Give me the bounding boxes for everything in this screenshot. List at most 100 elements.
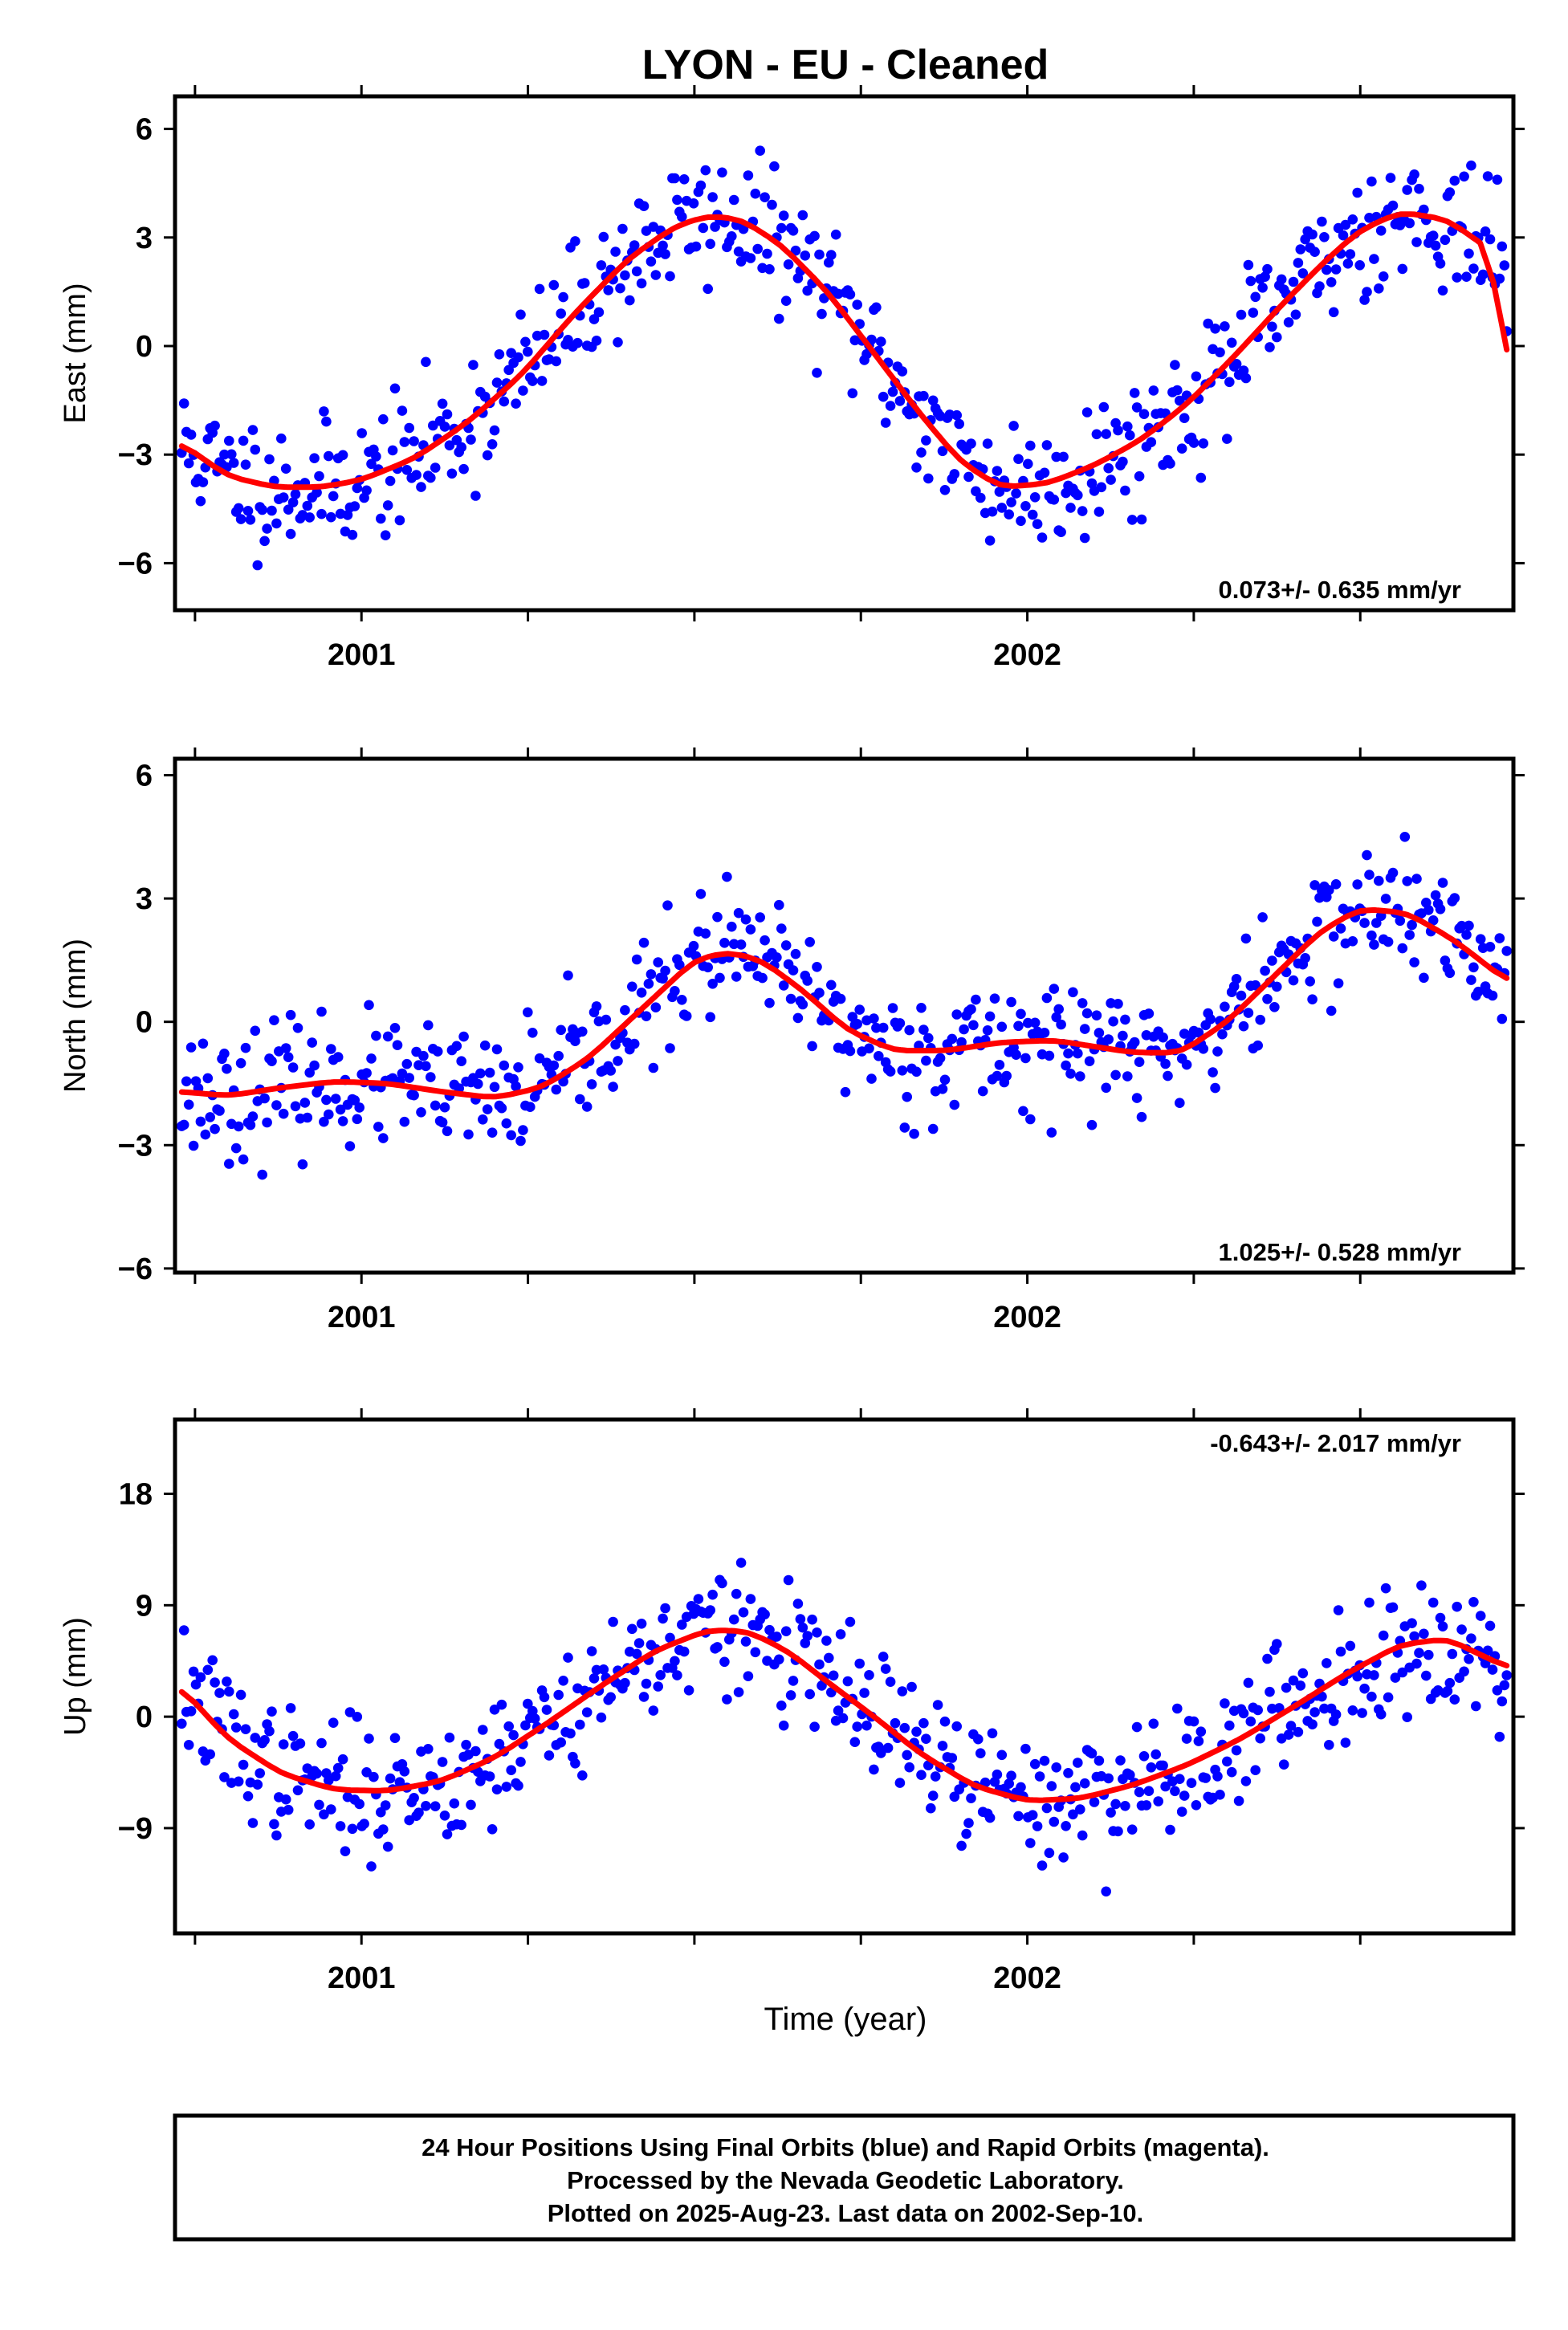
data-point (1487, 990, 1498, 1001)
data-point (1468, 1597, 1479, 1607)
data-layer (177, 145, 1512, 571)
data-point (1437, 878, 1448, 888)
model-curve (178, 211, 1510, 491)
data-point (1347, 936, 1358, 947)
data-point (937, 1741, 948, 1751)
data-point (1260, 271, 1270, 283)
data-point (745, 1594, 756, 1604)
data-point (1375, 226, 1387, 236)
data-point (423, 1744, 434, 1754)
data-point (646, 256, 657, 267)
data-point (1492, 174, 1503, 185)
data-point (319, 1809, 329, 1820)
data-point (1179, 1790, 1190, 1801)
data-point (1172, 1703, 1183, 1714)
data-point (418, 1050, 429, 1061)
data-point (240, 1042, 251, 1053)
data-point (693, 1594, 704, 1604)
data-point (1176, 443, 1187, 454)
data-point (1340, 219, 1351, 230)
data-point (703, 283, 713, 295)
data-point (185, 1042, 197, 1053)
data-point (1138, 409, 1150, 419)
data-point (899, 1122, 910, 1133)
data-point (790, 245, 801, 256)
data-point (392, 1040, 403, 1050)
data-point (1444, 187, 1456, 198)
data-point (1435, 1612, 1446, 1623)
data-point (1440, 955, 1451, 966)
data-point (1501, 1670, 1512, 1680)
data-point (885, 1676, 896, 1687)
data-point (307, 1037, 318, 1048)
data-point (1212, 1046, 1223, 1057)
data-point (1309, 880, 1320, 890)
data-point (690, 241, 702, 252)
data-point (1143, 1008, 1155, 1019)
data-point (911, 1726, 922, 1737)
data-point (864, 1043, 874, 1054)
data-point (1006, 497, 1016, 507)
data-point (1165, 1824, 1175, 1835)
data-point (181, 1076, 192, 1087)
data-point (750, 1647, 761, 1658)
data-point (1160, 1058, 1171, 1069)
data-point (1029, 1758, 1041, 1770)
data-point (1198, 438, 1209, 449)
data-point (1475, 1611, 1486, 1621)
data-point (269, 1819, 279, 1830)
data-point (1252, 1040, 1263, 1051)
data-point (1191, 371, 1202, 382)
data-point (337, 450, 348, 461)
rate-label: 1.025+/- 0.528 mm/yr (1219, 1238, 1461, 1266)
data-point (897, 1686, 908, 1697)
data-point (523, 1007, 533, 1018)
data-point (219, 1772, 230, 1782)
data-point (518, 1125, 528, 1135)
data-point (238, 435, 249, 446)
y-tick-label: 0 (136, 1006, 153, 1040)
data-point (1236, 309, 1247, 320)
data-point (551, 1084, 562, 1095)
data-point (1449, 175, 1460, 186)
data-point (1387, 200, 1399, 211)
data-point (285, 1009, 296, 1020)
data-point (731, 972, 742, 982)
data-point (1324, 1740, 1334, 1750)
data-point (1238, 1020, 1249, 1032)
data-point (1359, 1683, 1370, 1694)
data-point (918, 1717, 929, 1729)
data-point (520, 336, 531, 348)
data-point (885, 1066, 896, 1077)
data-point (314, 1799, 324, 1811)
data-point (1004, 509, 1014, 519)
data-point (224, 1159, 234, 1169)
data-point (1452, 1601, 1462, 1612)
data-point (1307, 1719, 1318, 1729)
data-point (1326, 1005, 1337, 1016)
data-point (1068, 987, 1078, 998)
data-point (728, 1614, 739, 1625)
y-tick-label: 0 (136, 1701, 153, 1734)
data-point (1058, 451, 1069, 462)
data-point (1464, 1654, 1474, 1664)
data-point (719, 938, 730, 948)
x-tick-label: 2001 (328, 1301, 396, 1334)
data-point (677, 211, 687, 222)
data-point (558, 291, 568, 303)
data-point (1440, 234, 1451, 246)
data-point (695, 180, 707, 191)
data-point (271, 518, 282, 529)
data-point (292, 1023, 303, 1033)
y-tick-label: 3 (136, 882, 153, 916)
data-point (625, 295, 635, 306)
data-point (1122, 421, 1133, 432)
data-point (1084, 1056, 1095, 1066)
data-point (927, 395, 939, 406)
data-point (1307, 229, 1318, 240)
data-point (1091, 429, 1102, 440)
data-point (1317, 1691, 1327, 1702)
data-point (1163, 1070, 1173, 1081)
data-point (259, 1735, 270, 1745)
data-point (722, 871, 732, 882)
